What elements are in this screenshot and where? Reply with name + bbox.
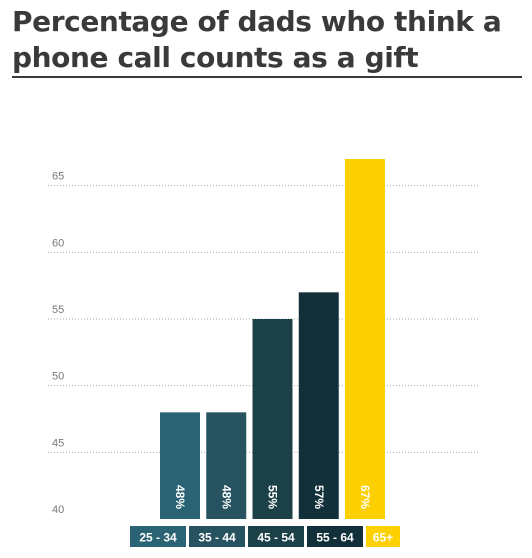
y-tick-label: 65 xyxy=(52,171,64,183)
data-label: 67% xyxy=(358,485,372,509)
category-label-box xyxy=(189,526,245,547)
y-tick-label: 60 xyxy=(52,237,64,249)
category-label: 35 - 44 xyxy=(198,531,236,545)
bars: 48% 48% 55% 57% 67% xyxy=(160,159,385,519)
category-labels: 25 - 34 35 - 44 45 - 54 55 - 64 65+ xyxy=(130,526,400,547)
category-label-box xyxy=(366,526,400,547)
bar xyxy=(345,159,385,519)
bar xyxy=(252,319,293,519)
category-label: 55 - 64 xyxy=(316,531,354,545)
bar xyxy=(298,292,339,519)
category-label: 65+ xyxy=(373,531,393,545)
y-tick-label: 45 xyxy=(52,437,64,449)
category-label-box xyxy=(248,526,304,547)
category-label-box xyxy=(130,526,186,547)
bar xyxy=(160,412,200,519)
category-label: 25 - 34 xyxy=(139,531,177,545)
data-label: 55% xyxy=(266,485,280,509)
data-label: 48% xyxy=(219,485,233,509)
category-label: 45 - 54 xyxy=(257,531,295,545)
chart-title: Percentage of dads who think a phone cal… xyxy=(12,5,502,74)
data-label: 48% xyxy=(173,485,187,509)
category-label-box xyxy=(307,526,363,547)
data-label: 57% xyxy=(312,485,326,509)
y-tick-label: 40 xyxy=(52,504,64,516)
bar xyxy=(206,412,247,519)
title-underline xyxy=(12,76,522,78)
y-tick-label: 55 xyxy=(52,304,64,316)
y-tick-label: 50 xyxy=(52,371,64,383)
